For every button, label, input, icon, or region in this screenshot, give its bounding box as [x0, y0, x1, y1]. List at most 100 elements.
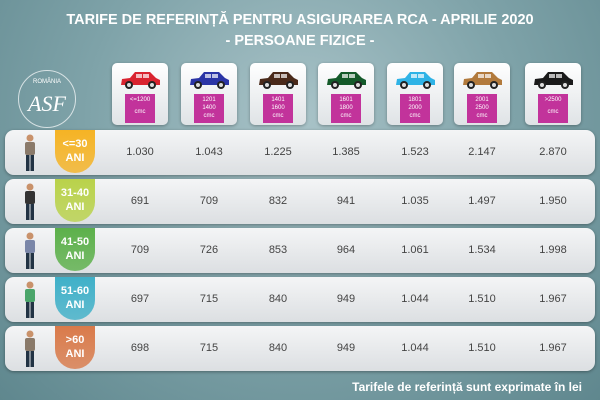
engine-size-from: >2500 — [544, 97, 562, 103]
page-title: TARIFE DE REFERINȚĂ PENTRU ASIGURAREA RC… — [66, 12, 534, 28]
age-unit: ANI — [65, 152, 85, 164]
age-badge: 51-60 ANI — [55, 277, 95, 320]
car-icon — [327, 72, 366, 89]
tariff-value: 709 — [199, 195, 219, 207]
age-range: <=30 — [62, 138, 88, 150]
tariff-value: 1.967 — [539, 342, 567, 354]
engine-category-3: 1601 1800 cmc — [318, 63, 374, 125]
age-range: >60 — [65, 334, 85, 346]
engine-size-unit: cmc — [409, 113, 421, 119]
tariff-value: 698 — [130, 342, 150, 354]
car-icon — [463, 72, 502, 89]
car-icon — [396, 72, 435, 89]
engine-size-unit: cmc — [547, 109, 559, 115]
tariff-value: 1.061 — [401, 244, 429, 256]
tariff-value: 1.510 — [468, 342, 496, 354]
tariff-value: 1.043 — [195, 146, 223, 158]
engine-category-0: <=1200 cmc — [112, 63, 168, 125]
page-subtitle: - PERSOANE FIZICE - — [225, 33, 375, 49]
tariff-value: 715 — [199, 342, 219, 354]
tariff-value: 1.035 — [401, 195, 429, 207]
age-range: 41-50 — [60, 236, 90, 248]
person-icon — [25, 232, 35, 269]
tariff-value: 1.497 — [468, 195, 496, 207]
age-unit: ANI — [65, 348, 85, 360]
tariff-value: 1.030 — [126, 146, 154, 158]
age-badge: 41-50 ANI — [55, 228, 95, 271]
tariff-value: 691 — [130, 195, 150, 207]
engine-size-label: 1401 1600 cmc — [263, 94, 293, 123]
age-range: 51-60 — [60, 285, 90, 297]
tariff-value: 1.950 — [539, 195, 567, 207]
age-unit: ANI — [65, 299, 85, 311]
age-unit: ANI — [65, 201, 85, 213]
car-icon — [121, 72, 160, 89]
engine-size-to: 2500 — [475, 105, 489, 111]
engine-size-label: 1601 1800 cmc — [331, 94, 361, 123]
tariff-value: 1.523 — [401, 146, 429, 158]
tariff-value: 697 — [130, 293, 150, 305]
age-badge: >60 ANI — [55, 326, 95, 369]
engine-size-from: 1801 — [408, 97, 422, 103]
tariff-value: 949 — [336, 342, 356, 354]
engine-size-unit: cmc — [203, 113, 215, 119]
engine-size-from: 1401 — [271, 97, 285, 103]
age-badge: 31-40 ANI — [55, 179, 95, 222]
car-icon — [259, 72, 298, 89]
engine-size-unit: cmc — [272, 113, 284, 119]
tariff-value: 840 — [268, 342, 288, 354]
logo-mark: ASF — [28, 91, 66, 116]
engine-category-2: 1401 1600 cmc — [250, 63, 306, 125]
table-row: 51-60 ANI 697 715 840 949 1.044 1.510 1.967 — [5, 277, 595, 322]
engine-size-label: 2001 2500 cmc — [467, 94, 497, 123]
tariff-value: 726 — [199, 244, 219, 256]
tariff-value: 1.044 — [401, 293, 429, 305]
logo-country: ROMÂNIA — [32, 79, 61, 85]
engine-size-from: 2001 — [475, 97, 489, 103]
tariff-value: 2.870 — [539, 146, 567, 158]
engine-size-label: 1201 1400 cmc — [194, 94, 224, 123]
table-row: 41-50 ANI 709 726 853 964 1.061 1.534 1.998 — [5, 228, 595, 273]
tariff-value: 840 — [268, 293, 288, 305]
tariff-value: 832 — [268, 195, 288, 207]
engine-category-6: >2500 cmc — [525, 63, 581, 125]
tariff-value: 1.510 — [468, 293, 496, 305]
tariff-value: 1.385 — [332, 146, 360, 158]
person-icon — [25, 134, 35, 171]
table-row: 31-40 ANI 691 709 832 941 1.035 1.497 1.950 — [5, 179, 595, 224]
engine-size-from: <=1200 — [129, 97, 151, 103]
tariff-value: 1.534 — [468, 244, 496, 256]
tariff-value: 715 — [199, 293, 219, 305]
person-icon — [25, 183, 35, 220]
engine-size-unit: cmc — [340, 113, 352, 119]
tariff-value: 853 — [268, 244, 288, 256]
engine-size-to: 1800 — [339, 105, 353, 111]
engine-category-1: 1201 1400 cmc — [181, 63, 237, 125]
tariff-value: 949 — [336, 293, 356, 305]
tariff-value: 2.147 — [468, 146, 496, 158]
engine-size-unit: cmc — [476, 113, 488, 119]
tariff-value: 1.225 — [264, 146, 292, 158]
age-unit: ANI — [65, 250, 85, 262]
engine-size-to: 1400 — [202, 105, 216, 111]
engine-size-from: 1601 — [339, 97, 353, 103]
tariff-value: 964 — [336, 244, 356, 256]
person-icon — [25, 330, 35, 367]
asf-logo: ROMÂNIA ASF — [18, 70, 76, 128]
age-badge: <=30 ANI — [55, 130, 95, 173]
footer-note: Tarifele de referință sunt exprimate în … — [352, 380, 582, 394]
engine-size-label: <=1200 cmc — [125, 94, 155, 123]
tariff-value: 1.044 — [401, 342, 429, 354]
car-icon — [190, 72, 229, 89]
engine-size-label: 1801 2000 cmc — [400, 94, 430, 123]
tariff-value: 1.967 — [539, 293, 567, 305]
engine-size-unit: cmc — [134, 109, 146, 115]
tariff-value: 941 — [336, 195, 356, 207]
car-icon — [534, 72, 573, 89]
tariff-value: 709 — [130, 244, 150, 256]
person-icon — [25, 281, 35, 318]
engine-category-4: 1801 2000 cmc — [387, 63, 443, 125]
engine-size-label: >2500 cmc — [538, 94, 568, 123]
engine-size-to: 2000 — [408, 105, 422, 111]
engine-size-to: 1600 — [271, 105, 285, 111]
